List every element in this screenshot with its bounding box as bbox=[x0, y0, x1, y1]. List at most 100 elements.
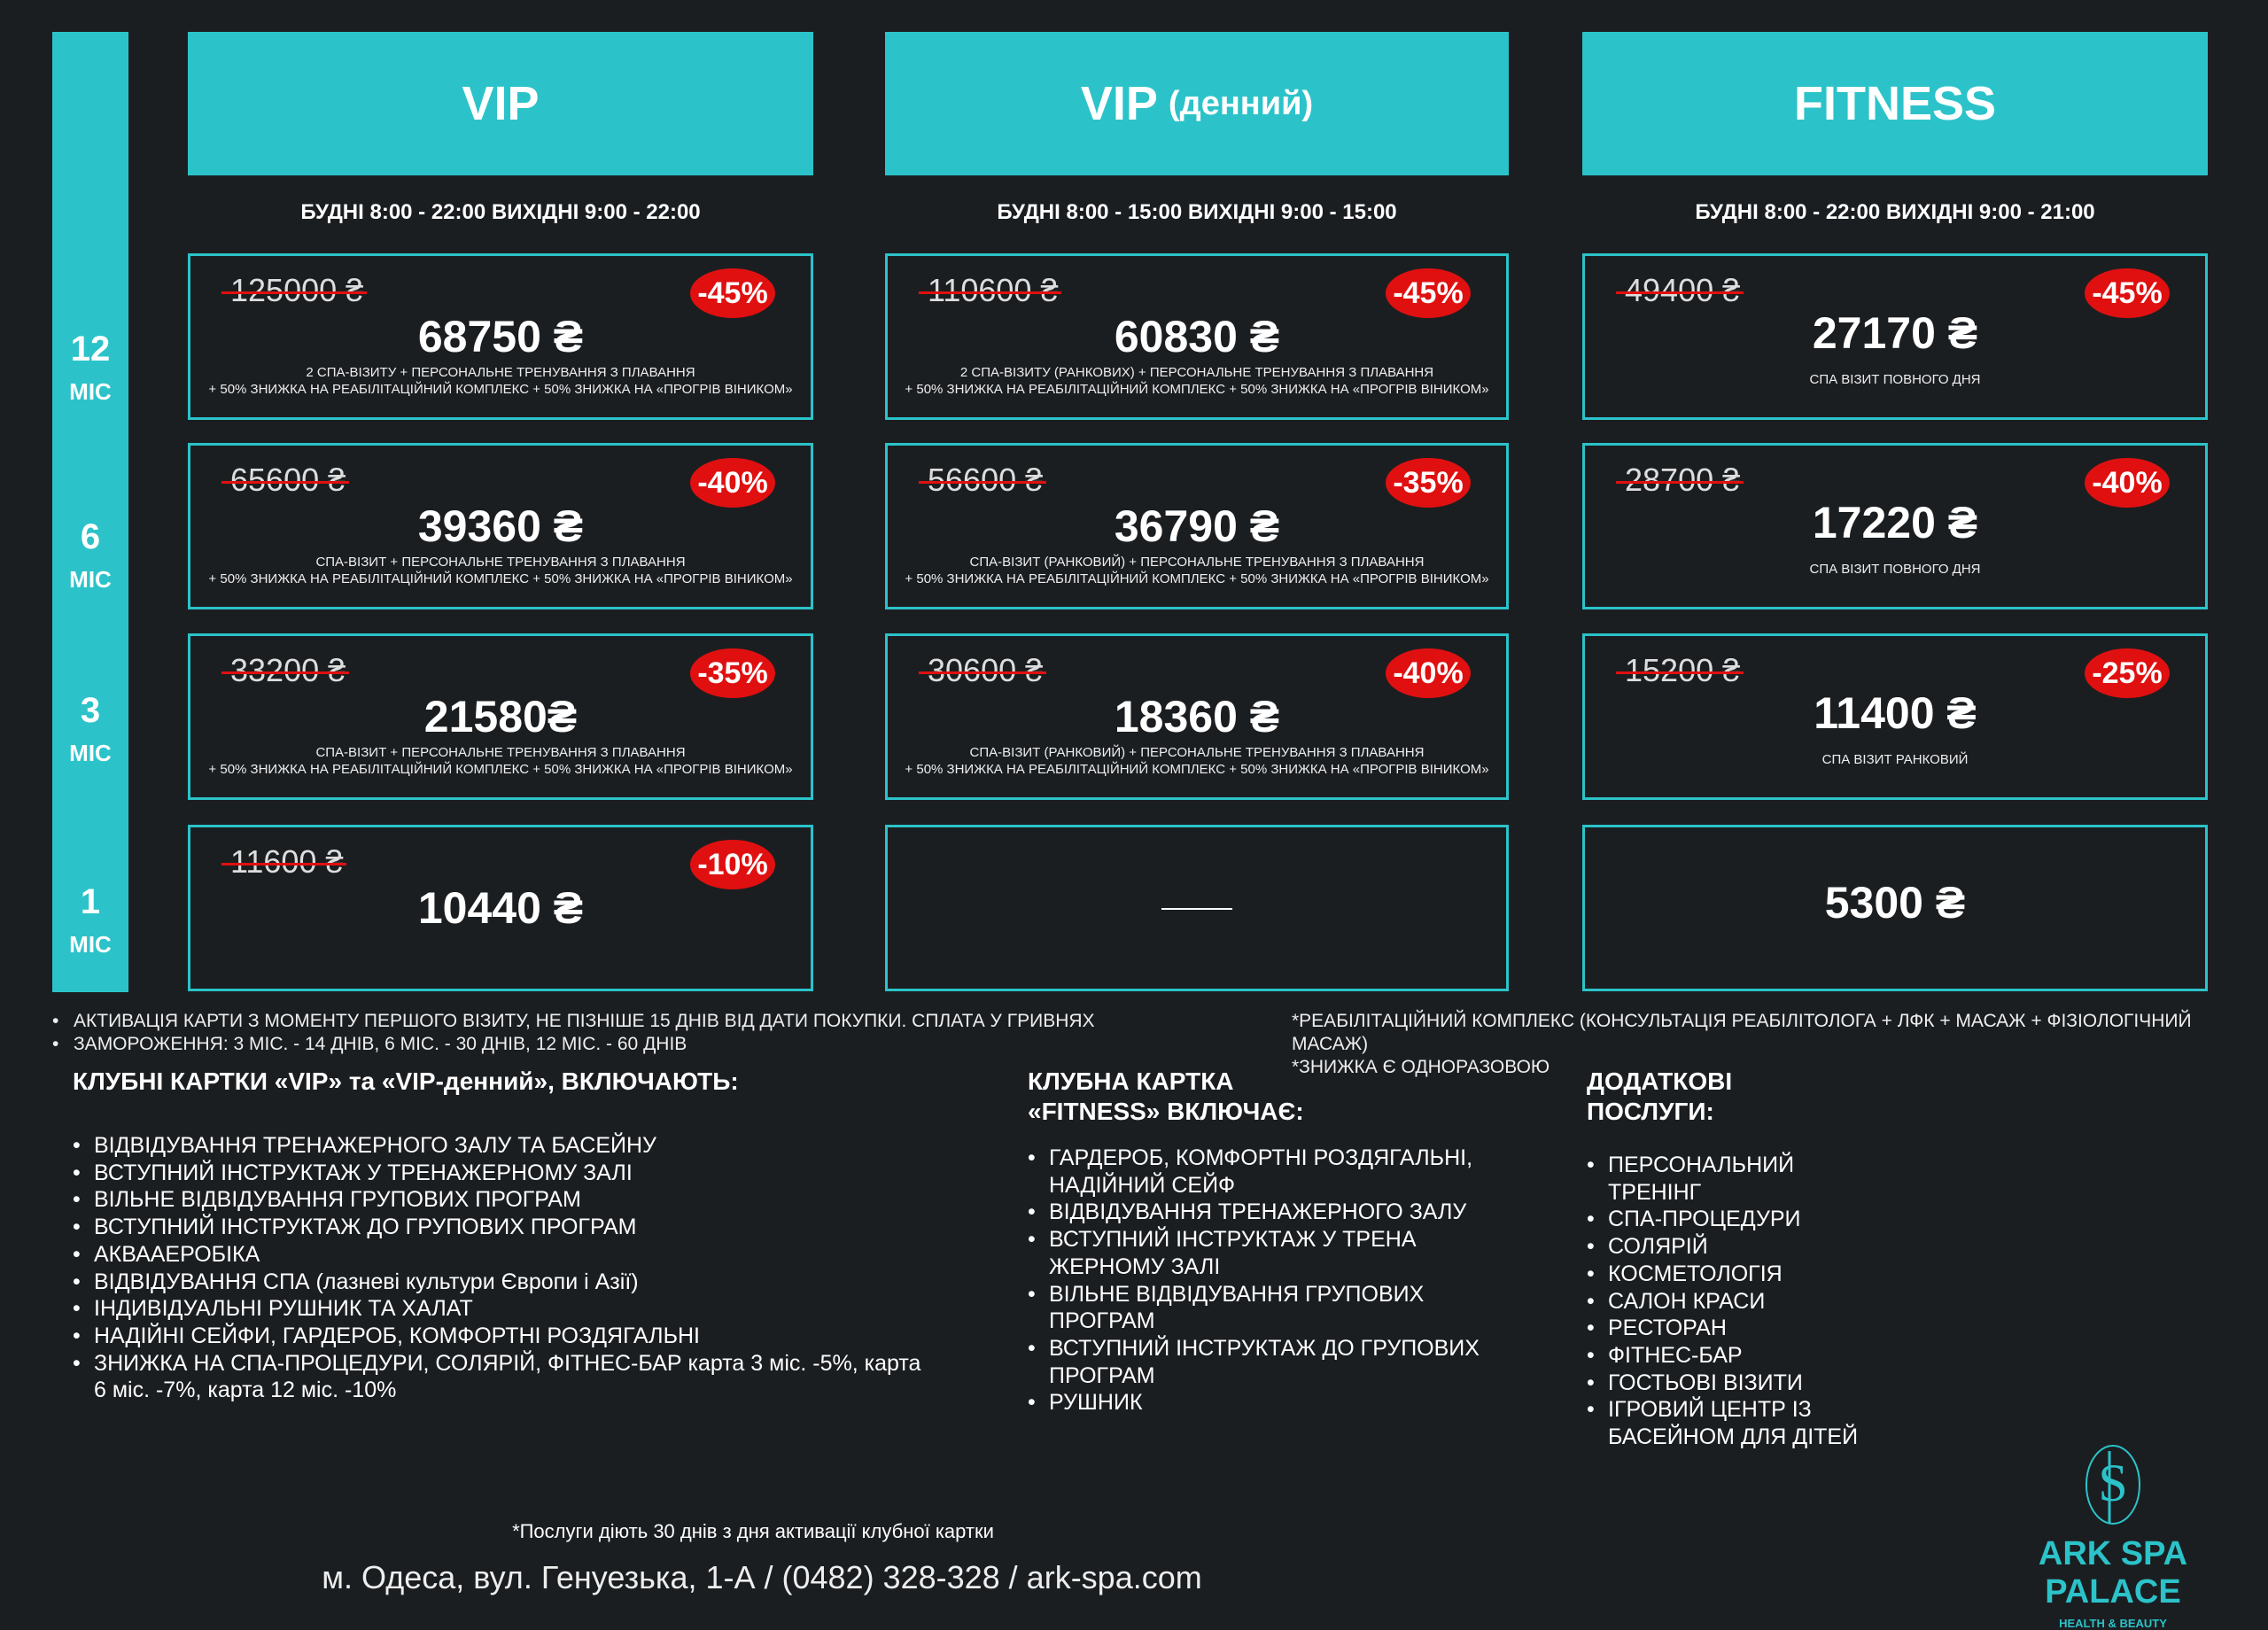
month-number: 1 bbox=[80, 882, 101, 921]
description-line: + 50% ЗНИЖКА НА РЕАБІЛІТАЦІЙНИЙ КОМПЛЕКС… bbox=[905, 762, 1489, 777]
description-line: + 50% ЗНИЖКА НА РЕАБІЛІТАЦІЙНИЙ КОМПЛЕКС… bbox=[905, 382, 1489, 397]
old-price: 11600 ₴ bbox=[221, 843, 347, 880]
price-card[interactable]: 28700 ₴ -40% 17220 ₴ СПА ВІЗИТ ПОВНОГО ДНЯ bbox=[1582, 443, 2208, 609]
section-title: КЛУБНА КАРТКА «FITNESS» ВКЛЮЧАЄ: bbox=[1028, 1067, 1304, 1125]
notes-left: АКТИВАЦІЯ КАРТИ З МОМЕНТУ ПЕРШОГО ВІЗИТУ… bbox=[52, 1010, 1095, 1056]
list-item: ВІДВІДУВАННЯ СПА (лазневі культури Європ… bbox=[73, 1269, 923, 1296]
vip-section: КЛУБНІ КАРТКИ «VIP» та «VIP-денний», ВКЛ… bbox=[73, 1067, 923, 1404]
description-line: + 50% ЗНИЖКА НА РЕАБІЛІТАЦІЙНИЙ КОМПЛЕКС… bbox=[905, 571, 1489, 586]
price-card[interactable]: 33200 ₴ -35% 21580₴ СПА-ВІЗИТ + ПЕРСОНАЛЬНЕ… bbox=[188, 633, 813, 800]
plan-hours: БУДНІ 8:00 - 22:00 ВИХІДНІ 9:00 - 21:00 bbox=[1695, 200, 2095, 224]
list-item: РЕСТОРАН bbox=[1587, 1315, 1879, 1342]
list-item: ВІДВІДУВАННЯ ТРЕНАЖЕРНОГО ЗАЛУ bbox=[1028, 1199, 1506, 1226]
current-price: 11400 ₴ bbox=[1814, 688, 1977, 738]
list-item: ВІЛЬНЕ ВІДВІДУВАННЯ ГРУПОВИХ ПРОГРАМ bbox=[1028, 1281, 1506, 1335]
month-number: 6 bbox=[80, 517, 101, 556]
current-price: 21580₴ bbox=[423, 692, 578, 741]
plan-description: СПА ВІЗИТ РАНКОВИЙ bbox=[1585, 751, 2205, 768]
month-unit: МІС bbox=[69, 931, 112, 958]
validity-note: *Послуги діють 30 днів з дня активації к… bbox=[512, 1520, 994, 1542]
old-price: 110600 ₴ bbox=[918, 272, 1062, 308]
plan-hours: БУДНІ 8:00 - 22:00 ВИХІДНІ 9:00 - 22:00 bbox=[300, 200, 701, 224]
current-price: 5300 ₴ bbox=[1824, 878, 1966, 928]
month-unit: МІС bbox=[69, 566, 112, 593]
list-item: САЛОН КРАСИ bbox=[1587, 1288, 1879, 1316]
price-card[interactable] bbox=[885, 825, 1509, 991]
plan-header-vip: VIP bbox=[188, 32, 813, 175]
notes-right: *РЕАБІЛІТАЦІЙНИЙ КОМПЛЕКС (КОНСУЛЬТАЦІЯ … bbox=[1292, 1010, 2268, 1079]
current-price: 27170 ₴ bbox=[1812, 308, 1978, 358]
section-title: ДОДАТКОВІ ПОСЛУГИ: bbox=[1587, 1067, 1733, 1125]
list-item: СОЛЯРІЙ bbox=[1587, 1233, 1879, 1261]
description-line: СПА ВІЗИТ РАНКОВИЙ bbox=[1821, 752, 1969, 767]
section-title: КЛУБНІ КАРТКИ «VIP» та «VIP-денний», ВКЛ… bbox=[73, 1067, 739, 1095]
discount-badge: -40% bbox=[1386, 648, 1471, 698]
discount-badge: -45% bbox=[690, 268, 775, 318]
list-item: ЗНИЖКА НА СПА-ПРОЦЕДУРИ, СОЛЯРІЙ, ФІТНЕС… bbox=[73, 1350, 923, 1404]
discount-badge: -35% bbox=[1386, 458, 1471, 508]
month-label: 6 МІС bbox=[52, 517, 128, 594]
list-item: АКВААЕРОБІКА bbox=[73, 1241, 923, 1269]
current-price: 10440 ₴ bbox=[417, 883, 584, 933]
discount-badge: -10% bbox=[690, 840, 775, 889]
old-price: 56600 ₴ bbox=[918, 462, 1047, 498]
price-card[interactable]: 65600 ₴ -40% 39360 ₴ СПА-ВІЗИТ + ПЕРСОНАЛЬН… bbox=[188, 443, 813, 609]
list-item: ГОСТЬОВІ ВІЗИТИ bbox=[1587, 1370, 1879, 1397]
price-card[interactable]: 15200 ₴ -25% 11400 ₴ СПА ВІЗИТ РАНКОВИЙ bbox=[1582, 633, 2208, 800]
svg-text:S: S bbox=[2098, 1454, 2127, 1512]
list-item: НАДІЙНІ СЕЙФИ, ГАРДЕРОБ, КОМФОРТНІ РОЗДЯ… bbox=[73, 1323, 923, 1350]
plan-header-fitness: FITNESS bbox=[1582, 32, 2208, 175]
old-price: 30600 ₴ bbox=[918, 652, 1047, 688]
discount-badge: -40% bbox=[2085, 458, 2170, 508]
description-line: + 50% ЗНИЖКА НА РЕАБІЛІТАЦІЙНИЙ КОМПЛЕКС… bbox=[208, 762, 793, 777]
list-item: ВСТУПНИЙ ІНСТРУКТАЖ У ТРЕНА ЖЕРНОМУ ЗАЛІ bbox=[1028, 1226, 1506, 1280]
discount-badge: -35% bbox=[690, 648, 775, 698]
plan-description: СПА-ВІЗИТ + ПЕРСОНАЛЬНЕ ТРЕНУВАННЯ З ПЛА… bbox=[190, 744, 811, 778]
list-item: ФІТНЕС-БАР bbox=[1587, 1342, 1879, 1370]
list-item: ГАРДЕРОБ, КОМФОРТНІ РОЗДЯГАЛЬНІ, НАДІЙНИ… bbox=[1028, 1145, 1506, 1199]
description-line: СПА ВІЗИТ ПОВНОГО ДНЯ bbox=[1809, 562, 1981, 577]
description-line: + 50% ЗНИЖКА НА РЕАБІЛІТАЦІЙНИЙ КОМПЛЕКС… bbox=[208, 382, 793, 397]
current-price: 18360 ₴ bbox=[1114, 692, 1280, 741]
list-item: ВСТУПНИЙ ІНСТРУКТАЖ ДО ГРУПОВИХ ПРОГРАМ bbox=[1028, 1335, 1506, 1389]
description-line: СПА-ВІЗИТ + ПЕРСОНАЛЬНЕ ТРЕНУВАННЯ З ПЛА… bbox=[315, 745, 686, 760]
description-line: СПА-ВІЗИТ + ПЕРСОНАЛЬНЕ ТРЕНУВАННЯ З ПЛА… bbox=[315, 555, 686, 570]
discount-badge: -25% bbox=[2085, 648, 2170, 698]
current-price: 39360 ₴ bbox=[417, 501, 584, 551]
price-card[interactable]: 11600 ₴ -10% 10440 ₴ bbox=[188, 825, 813, 991]
note: *ЗНИЖКА Є ОДНОРАЗОВОЮ bbox=[1292, 1057, 1550, 1077]
current-price: 60830 ₴ bbox=[1114, 312, 1280, 361]
list-item: КОСМЕТОЛОГІЯ bbox=[1587, 1261, 1879, 1288]
fitness-section: КЛУБНА КАРТКА «FITNESS» ВКЛЮЧАЄ: ГАРДЕРО… bbox=[1028, 1067, 1506, 1417]
discount-badge: -45% bbox=[1386, 268, 1471, 318]
current-price: 17220 ₴ bbox=[1812, 498, 1978, 547]
description-line: СПА ВІЗИТ ПОВНОГО ДНЯ bbox=[1809, 372, 1981, 387]
logo-name: ARK SPA PALACE bbox=[2038, 1535, 2188, 1611]
price-card[interactable]: 49400 ₴ -45% 27170 ₴ СПА ВІЗИТ ПОВНОГО ДНЯ bbox=[1582, 253, 2208, 420]
plan-description: СПА-ВІЗИТ (РАНКОВИЙ) + ПЕРСОНАЛЬНЕ ТРЕНУ… bbox=[888, 744, 1506, 778]
plan-description: СПА-ВІЗИТ (РАНКОВИЙ) + ПЕРСОНАЛЬНЕ ТРЕНУ… bbox=[888, 554, 1506, 587]
current-price: 68750 ₴ bbox=[417, 312, 584, 361]
note: АКТИВАЦІЯ КАРТИ З МОМЕНТУ ПЕРШОГО ВІЗИТУ… bbox=[52, 1010, 1095, 1033]
list-item: ВСТУПНИЙ ІНСТРУКТАЖ У ТРЕНАЖЕРНОМУ ЗАЛІ bbox=[73, 1160, 923, 1187]
extra-section: ДОДАТКОВІ ПОСЛУГИ: ПЕРСОНАЛЬНИЙ ТРЕНІНГС… bbox=[1587, 1067, 1879, 1451]
description-line: + 50% ЗНИЖКА НА РЕАБІЛІТАЦІЙНИЙ КОМПЛЕКС… bbox=[208, 571, 793, 586]
price-card[interactable]: 110600 ₴ -45% 60830 ₴ 2 СПА-ВІЗИТУ (РАНКОВИ… bbox=[885, 253, 1509, 420]
empty-dash bbox=[1161, 908, 1232, 910]
list-item: СПА-ПРОЦЕДУРИ bbox=[1587, 1206, 1879, 1233]
list-item: ВІДВІДУВАННЯ ТРЕНАЖЕРНОГО ЗАЛУ ТА БАСЕЙН… bbox=[73, 1132, 923, 1160]
plan-description: СПА ВІЗИТ ПОВНОГО ДНЯ bbox=[1585, 371, 2205, 388]
list-item: ІГРОВИЙ ЦЕНТР ІЗ БАСЕЙНОМ ДЛЯ ДІТЕЙ bbox=[1587, 1396, 1879, 1450]
list-item: ПЕРСОНАЛЬНИЙ ТРЕНІНГ bbox=[1587, 1152, 1879, 1206]
monogram-icon: S bbox=[2085, 1445, 2140, 1525]
list-item: РУШНИК bbox=[1028, 1389, 1506, 1417]
price-card[interactable]: 5300 ₴ bbox=[1582, 825, 2208, 991]
month-label: 3 МІС bbox=[52, 691, 128, 767]
plan-description: 2 СПА-ВІЗИТУ (РАНКОВИХ) + ПЕРСОНАЛЬНЕ ТР… bbox=[888, 364, 1506, 398]
plan-description: СПА-ВІЗИТ + ПЕРСОНАЛЬНЕ ТРЕНУВАННЯ З ПЛА… bbox=[190, 554, 811, 587]
price-card[interactable]: 30600 ₴ -40% 18360 ₴ СПА-ВІЗИТ (РАНКОВИЙ) +… bbox=[885, 633, 1509, 800]
price-card[interactable]: 56600 ₴ -35% 36790 ₴ СПА-ВІЗИТ (РАНКОВИЙ) +… bbox=[885, 443, 1509, 609]
price-card[interactable]: 125000 ₴ -45% 68750 ₴ 2 СПА-ВІЗИТУ + ПЕРСОН… bbox=[188, 253, 813, 420]
description-line: СПА-ВІЗИТ (РАНКОВИЙ) + ПЕРСОНАЛЬНЕ ТРЕНУ… bbox=[969, 555, 1425, 570]
month-unit: МІС bbox=[69, 740, 112, 766]
